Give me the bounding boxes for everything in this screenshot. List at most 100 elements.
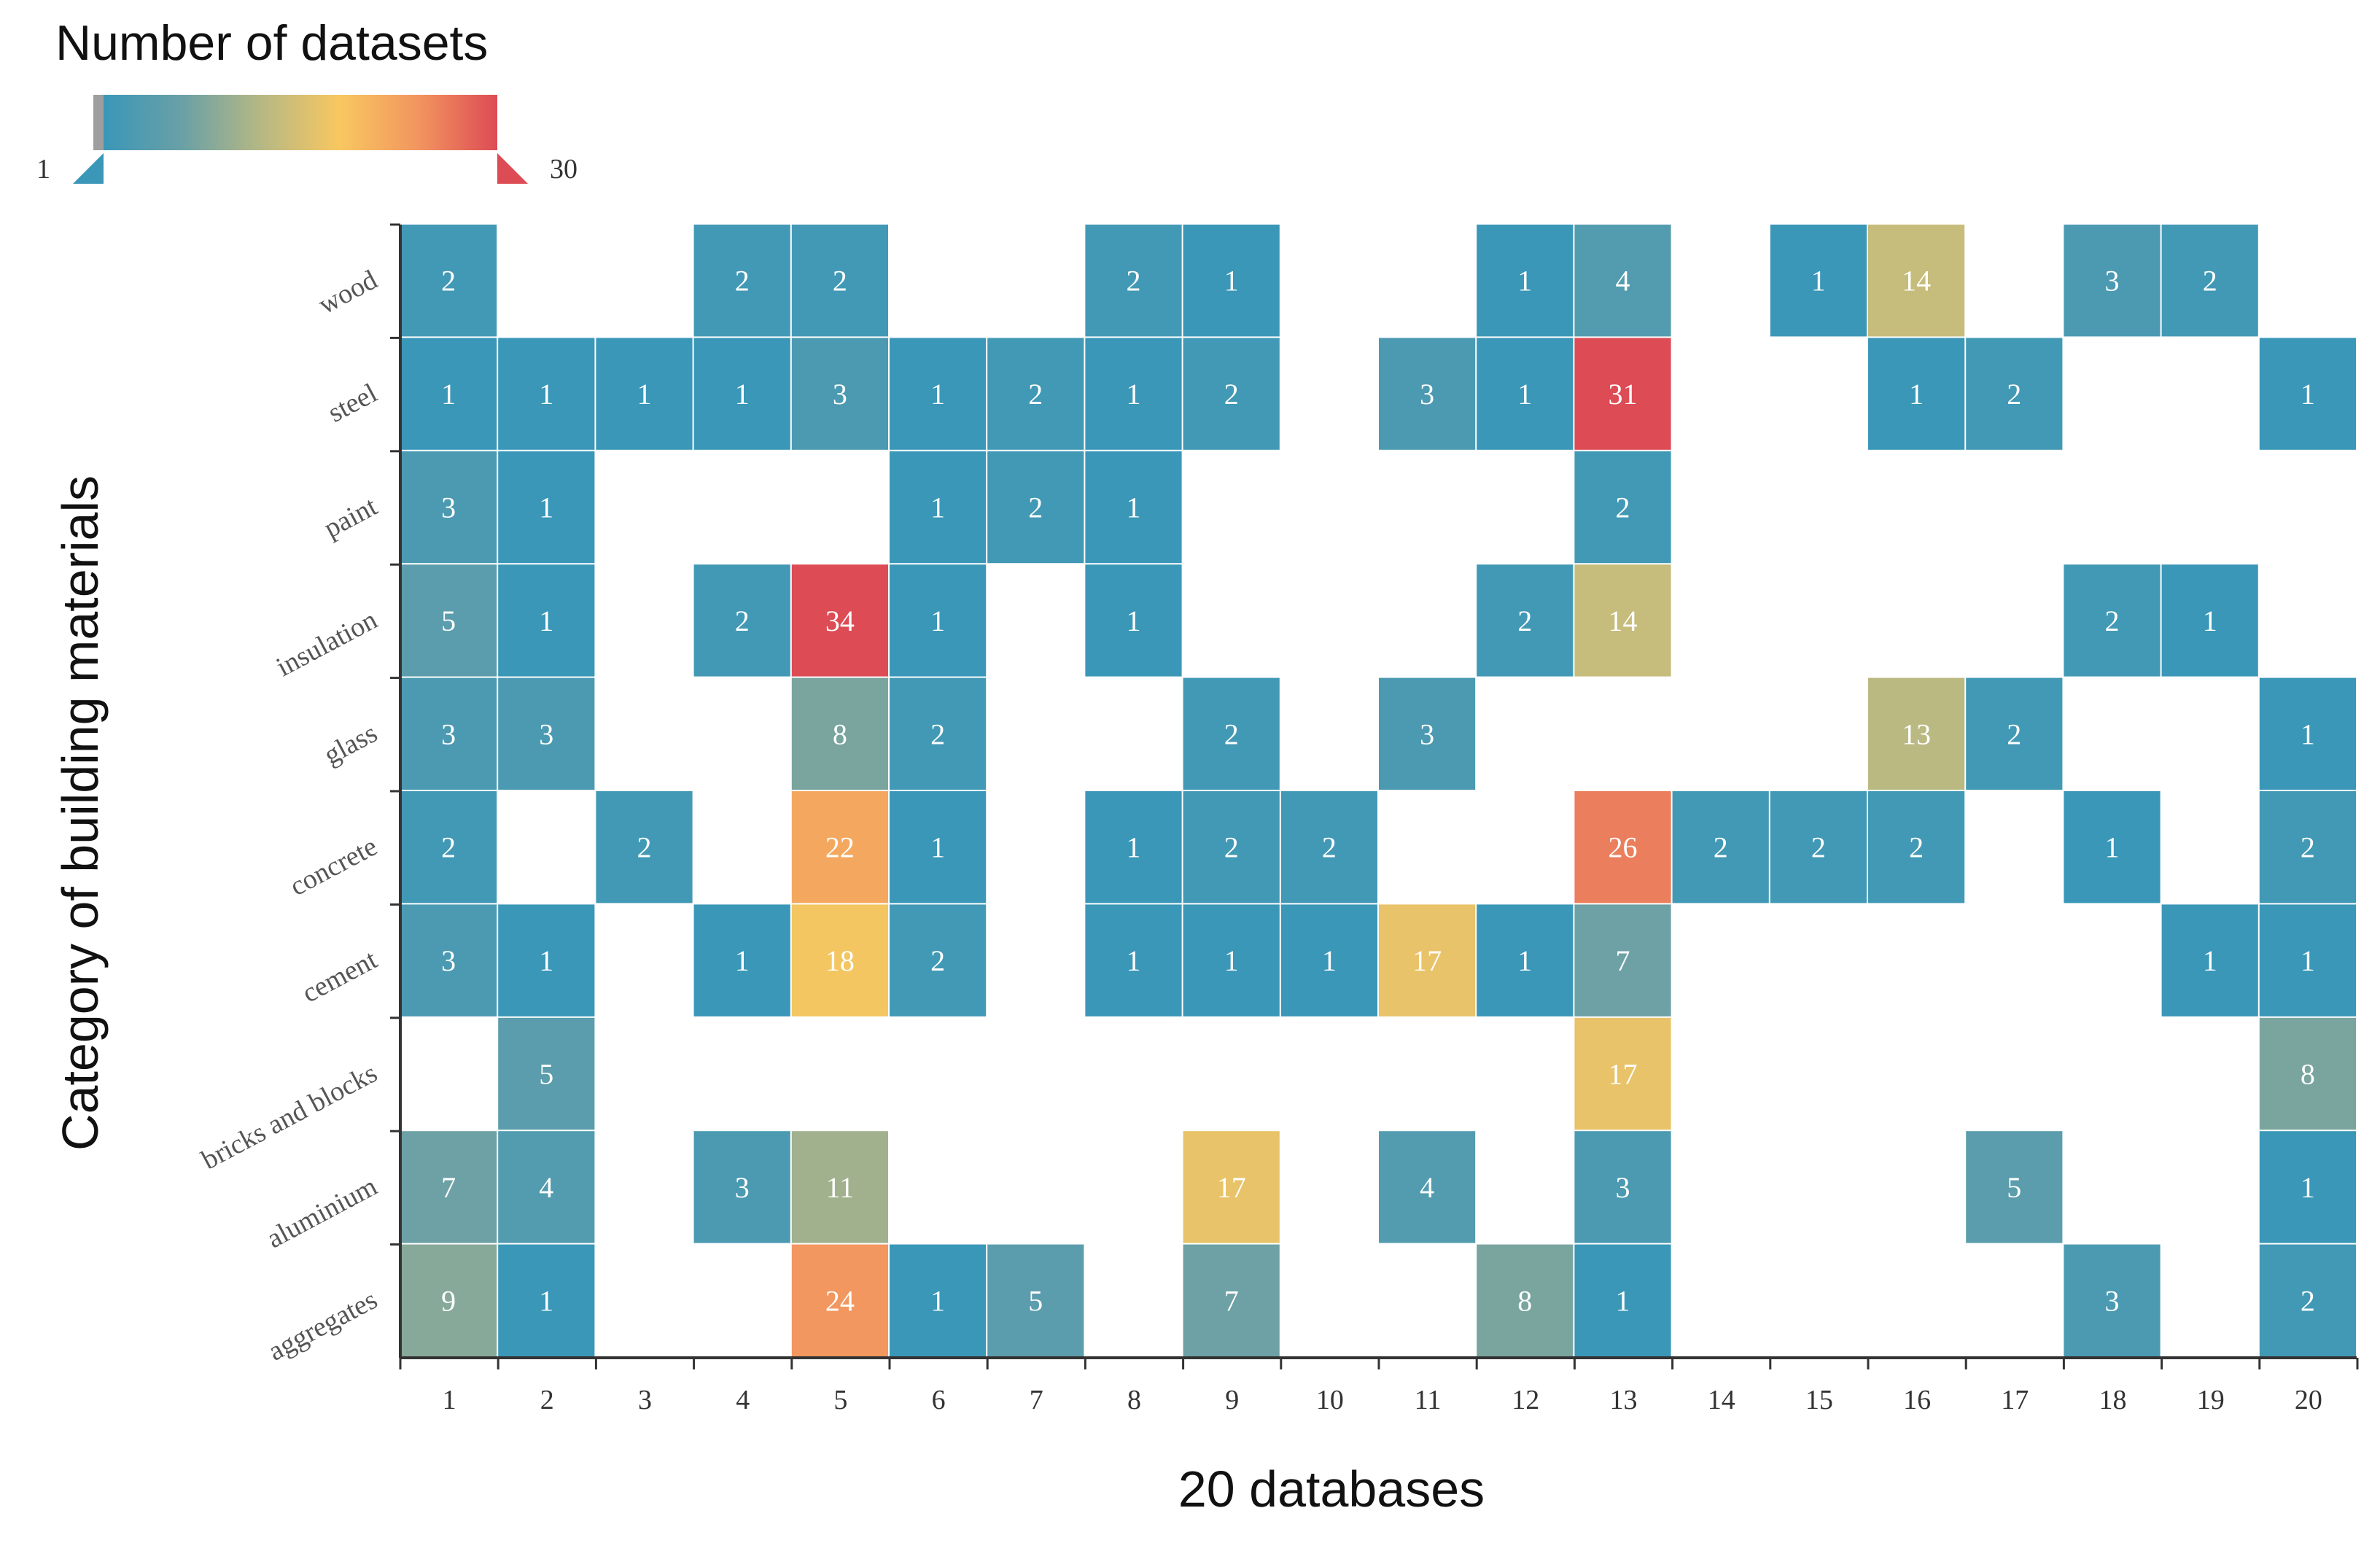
heatmap-cell[interactable] [890, 791, 987, 903]
heatmap-cell[interactable] [1574, 338, 1671, 450]
heatmap-cell[interactable] [890, 451, 987, 564]
heatmap-cell[interactable] [890, 338, 987, 450]
heatmap-cell[interactable] [1183, 791, 1280, 903]
heatmap-cell[interactable] [1183, 225, 1280, 337]
heatmap-cell[interactable] [1966, 338, 2063, 450]
heatmap-cell[interactable] [1672, 791, 1769, 903]
heatmap-cell[interactable] [987, 1244, 1084, 1356]
heatmap-cell[interactable] [1574, 1131, 1671, 1243]
heatmap-cell[interactable] [693, 904, 790, 1017]
heatmap-cell[interactable] [1574, 904, 1671, 1017]
heatmap-cell[interactable] [890, 1244, 987, 1356]
heatmap-cell[interactable] [1379, 1131, 1476, 1243]
heatmap-cell[interactable] [1379, 338, 1476, 450]
heatmap-cell[interactable] [1280, 904, 1377, 1017]
heatmap-cell[interactable] [400, 791, 497, 903]
heatmap-cell[interactable] [890, 564, 987, 677]
heatmap-cell[interactable] [1183, 338, 1280, 450]
heatmap-cell[interactable] [1183, 677, 1280, 790]
heatmap-cell[interactable] [400, 904, 497, 1017]
legend-min-handle[interactable] [73, 153, 104, 184]
heatmap-cell[interactable] [1085, 904, 1182, 1017]
heatmap-cell[interactable] [2259, 338, 2356, 450]
heatmap-cell[interactable] [1085, 564, 1182, 677]
heatmap-cell[interactable] [1574, 791, 1671, 903]
heatmap-cell[interactable] [1477, 564, 1574, 677]
heatmap-cell[interactable] [1574, 451, 1671, 564]
heatmap-cell[interactable] [1085, 225, 1182, 337]
heatmap-cell[interactable] [1477, 338, 1574, 450]
heatmap-cell[interactable] [791, 904, 888, 1017]
heatmap-cell[interactable] [2259, 677, 2356, 790]
heatmap-cell[interactable] [2161, 904, 2258, 1017]
heatmap-cell[interactable] [693, 564, 790, 677]
heatmap-cell[interactable] [693, 1131, 790, 1243]
heatmap-cell[interactable] [2259, 904, 2356, 1017]
heatmap-cell[interactable] [1574, 1017, 1671, 1130]
heatmap-cell[interactable] [791, 677, 888, 790]
heatmap-cell[interactable] [498, 1244, 595, 1356]
heatmap-cell[interactable] [987, 451, 1084, 564]
heatmap-cell[interactable] [2259, 1244, 2356, 1356]
heatmap-cell[interactable] [890, 677, 987, 790]
heatmap-cell[interactable] [1574, 225, 1671, 337]
heatmap-cell[interactable] [1085, 451, 1182, 564]
heatmap-cell[interactable] [2259, 1131, 2356, 1243]
heatmap-cell[interactable] [1868, 338, 1965, 450]
heatmap-cell[interactable] [2064, 791, 2161, 903]
heatmap-cell[interactable] [498, 1131, 595, 1243]
heatmap-cell[interactable] [791, 338, 888, 450]
heatmap-cell[interactable] [498, 1017, 595, 1130]
heatmap-cell[interactable] [791, 791, 888, 903]
heatmap-cell[interactable] [791, 564, 888, 677]
heatmap-cell[interactable] [2259, 791, 2356, 903]
heatmap-cell[interactable] [1183, 904, 1280, 1017]
heatmap-cell[interactable] [791, 1131, 888, 1243]
heatmap-cell[interactable] [400, 225, 497, 337]
heatmap-cell[interactable] [1574, 564, 1671, 677]
heatmap-cell[interactable] [693, 338, 790, 450]
heatmap-cell[interactable] [1379, 904, 1476, 1017]
heatmap-cell[interactable] [498, 451, 595, 564]
heatmap-cell[interactable] [400, 564, 497, 677]
heatmap-cell[interactable] [1770, 791, 1867, 903]
heatmap-cell[interactable] [1085, 791, 1182, 903]
heatmap-cell[interactable] [1868, 791, 1965, 903]
heatmap-cell[interactable] [1085, 338, 1182, 450]
heatmap-cell[interactable] [498, 564, 595, 677]
heatmap-cell[interactable] [1183, 1244, 1280, 1356]
heatmap-cell[interactable] [890, 904, 987, 1017]
heatmap-cell[interactable] [1280, 791, 1377, 903]
heatmap-cell[interactable] [2259, 1017, 2356, 1130]
heatmap-cell[interactable] [1966, 677, 2063, 790]
heatmap-cell[interactable] [791, 1244, 888, 1356]
heatmap-cell[interactable] [596, 338, 693, 450]
heatmap-cell[interactable] [2064, 1244, 2161, 1356]
heatmap-cell[interactable] [1868, 677, 1965, 790]
heatmap-cell[interactable] [400, 677, 497, 790]
legend-max-handle[interactable] [497, 153, 528, 184]
heatmap-cell[interactable] [1477, 225, 1574, 337]
heatmap-cell[interactable] [2064, 225, 2161, 337]
heatmap-cell[interactable] [498, 677, 595, 790]
heatmap-cell[interactable] [1477, 904, 1574, 1017]
heatmap-cell[interactable] [498, 338, 595, 450]
heatmap-cell[interactable] [2064, 564, 2161, 677]
heatmap-cell[interactable] [791, 225, 888, 337]
heatmap-cell[interactable] [693, 225, 790, 337]
heatmap-cell[interactable] [498, 904, 595, 1017]
heatmap-cell[interactable] [1477, 1244, 1574, 1356]
heatmap-cell[interactable] [400, 1244, 497, 1356]
heatmap-cell[interactable] [1868, 225, 1965, 337]
heatmap-cell[interactable] [1183, 1131, 1280, 1243]
heatmap-cell[interactable] [1966, 1131, 2063, 1243]
heatmap-cell[interactable] [987, 338, 1084, 450]
heatmap-cell[interactable] [596, 791, 693, 903]
heatmap-cell[interactable] [400, 451, 497, 564]
heatmap-cell[interactable] [400, 1131, 497, 1243]
heatmap-cell[interactable] [1770, 225, 1867, 337]
heatmap-cell[interactable] [1379, 677, 1476, 790]
heatmap-cell[interactable] [400, 338, 497, 450]
heatmap-cell[interactable] [2161, 564, 2258, 677]
heatmap-cell[interactable] [1574, 1244, 1671, 1356]
